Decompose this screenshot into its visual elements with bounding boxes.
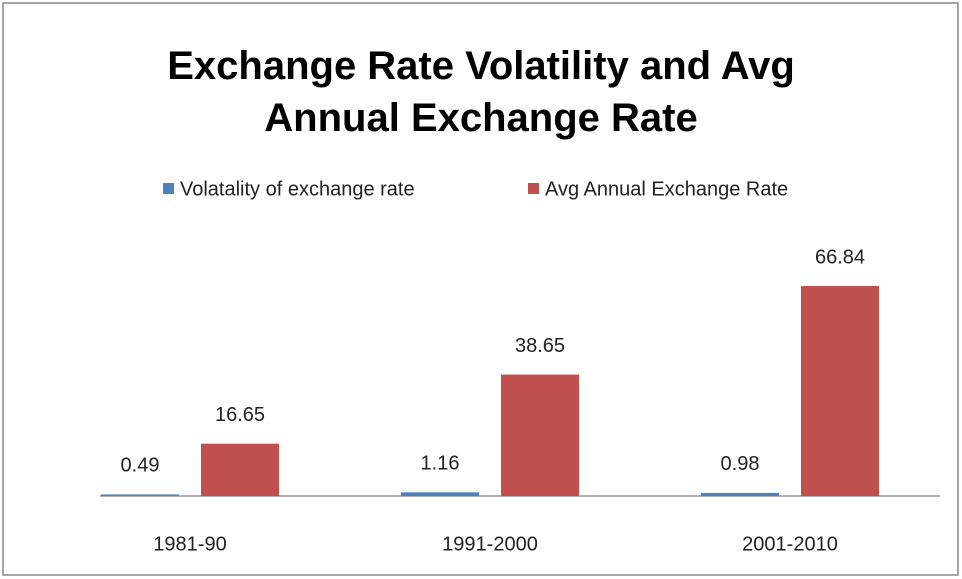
- data-label: 66.84: [815, 246, 865, 268]
- data-label: 0.98: [721, 453, 760, 475]
- legend-label: Volatality of exchange rate: [180, 178, 415, 200]
- data-label: 0.49: [121, 455, 160, 477]
- data-label: 16.65: [215, 404, 265, 426]
- legend-swatch: [163, 183, 174, 194]
- data-label: 1.16: [421, 453, 460, 475]
- legend-label: Avg Annual Exchange Rate: [545, 178, 788, 200]
- chart-title: Exchange Rate Volatility and Avg Annual …: [167, 44, 795, 140]
- bar: [201, 443, 279, 496]
- x-tick-label: 1991-2000: [442, 533, 538, 555]
- legend-swatch: [528, 183, 539, 194]
- bar: [701, 492, 779, 496]
- data-label: 38.65: [515, 335, 565, 357]
- bar: [101, 494, 179, 496]
- bar: [501, 374, 579, 496]
- x-tick-label: 2001-2010: [742, 533, 838, 555]
- x-tick-label: 1981-90: [153, 533, 226, 555]
- bar: [401, 492, 479, 496]
- bar: [801, 286, 879, 496]
